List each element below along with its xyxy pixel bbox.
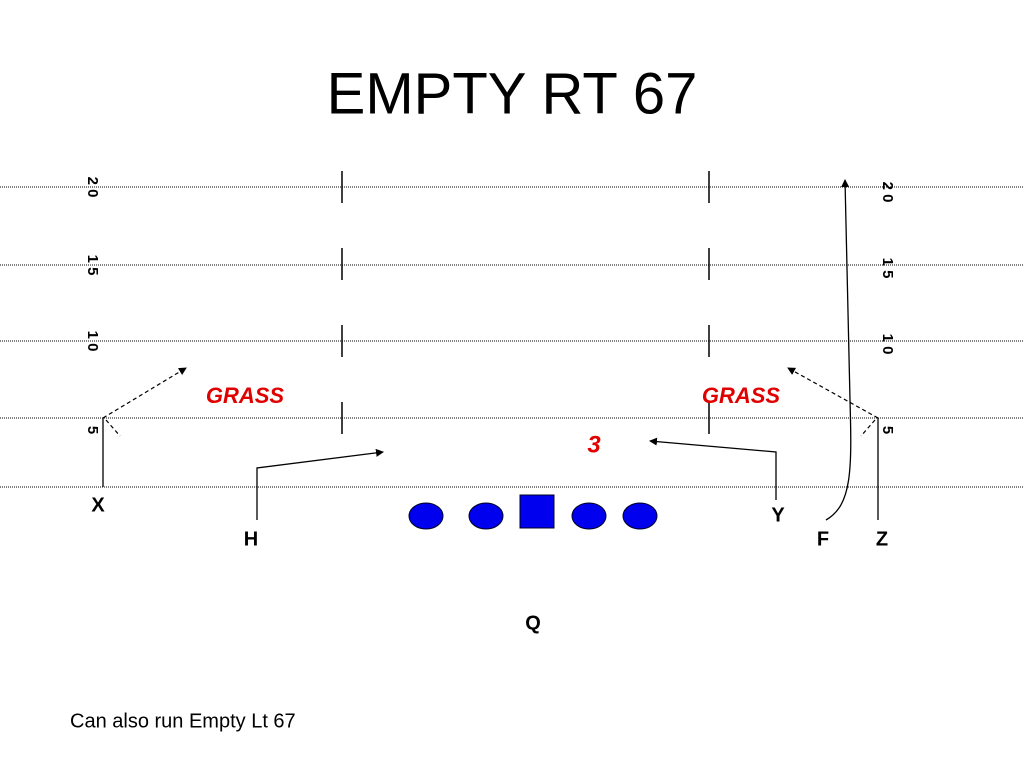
- yard-label: 1 0: [879, 334, 896, 355]
- yard-label: 2 0: [84, 177, 101, 198]
- grass-label: GRASS: [206, 383, 285, 408]
- grass-label: GRASS: [702, 383, 781, 408]
- yard-label: 1 5: [84, 255, 101, 276]
- yard-label: 5: [879, 426, 896, 434]
- player-label: X: [91, 494, 105, 516]
- player-label: Z: [876, 528, 888, 550]
- yard-label: 1 5: [879, 258, 896, 279]
- yard-label: 1 0: [84, 331, 101, 352]
- player-label: H: [244, 528, 258, 550]
- field-lines: [0, 186, 1024, 488]
- player-label: Y: [771, 504, 785, 526]
- player-label: Q: [525, 612, 541, 634]
- yard-label: 5: [84, 426, 101, 434]
- routes: [102, 179, 879, 521]
- yard-labels-right: 2 0 1 5 1 0 5: [879, 182, 896, 435]
- yard-label: 2 0: [879, 182, 896, 203]
- offensive-line: [408, 494, 658, 530]
- hole-number: 3: [587, 431, 601, 458]
- hash-marks: [341, 171, 710, 434]
- player-label: F: [817, 528, 829, 550]
- title: EMPTY RT 67: [327, 61, 698, 126]
- footer-note: Can also run Empty Lt 67: [70, 710, 296, 732]
- yard-labels-left: 2 0 1 5 1 0 5: [84, 177, 101, 435]
